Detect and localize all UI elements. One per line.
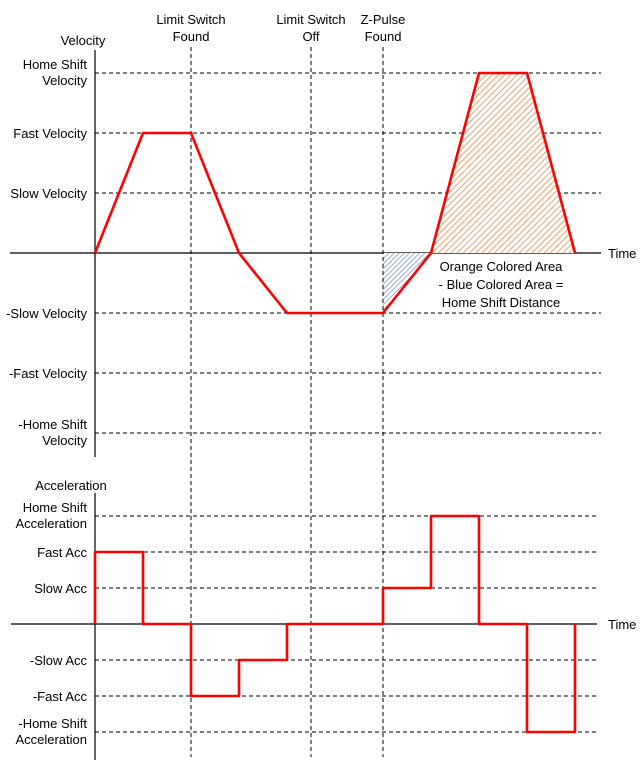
event-label: Found [365, 29, 402, 44]
acceleration-axis-title: Acceleration [35, 478, 107, 493]
level-label: Home Shift [23, 500, 88, 515]
acceleration-time-axis-label: Time [608, 617, 636, 632]
level-label: Velocity [42, 433, 87, 448]
acceleration-chart: Acceleration Time Home ShiftAcceleration… [11, 478, 636, 760]
level-label: Acceleration [15, 732, 87, 747]
level-label: -Home Shift [18, 417, 87, 432]
level-label: -Slow Acc [30, 653, 88, 668]
event-label: Limit Switch [156, 12, 225, 27]
event-label: Off [302, 29, 319, 44]
level-label: Home Shift [23, 57, 88, 72]
level-label: Slow Velocity [10, 186, 87, 201]
orange-area [431, 73, 575, 253]
annotation-line-2: - Blue Colored Area = [439, 277, 564, 292]
annotation-line-3: Home Shift Distance [442, 295, 561, 310]
velocity-profile [93, 71, 577, 315]
area-annotation: Orange Colored Area - Blue Colored Area … [439, 259, 564, 310]
level-label: Fast Velocity [13, 126, 87, 141]
velocity-time-axis-label: Time [608, 246, 636, 261]
event-label: Limit Switch [276, 12, 345, 27]
level-label: -Home Shift [18, 716, 87, 731]
velocity-chart: Velocity Time Limit Switch Found Limit Swi… [6, 12, 636, 757]
level-label: -Fast Acc [33, 689, 88, 704]
acceleration-profile [93, 514, 577, 734]
level-label: -Slow Velocity [6, 306, 87, 321]
level-label: Slow Acc [34, 581, 87, 596]
level-label: -Fast Velocity [9, 366, 88, 381]
level-label: Fast Acc [37, 545, 87, 560]
level-label: Acceleration [15, 516, 87, 531]
velocity-axis-title: Velocity [61, 33, 106, 48]
event-label: Z-Pulse [361, 12, 406, 27]
annotation-line-1: Orange Colored Area [440, 259, 564, 274]
level-label: Velocity [42, 73, 87, 88]
event-label: Found [173, 29, 210, 44]
